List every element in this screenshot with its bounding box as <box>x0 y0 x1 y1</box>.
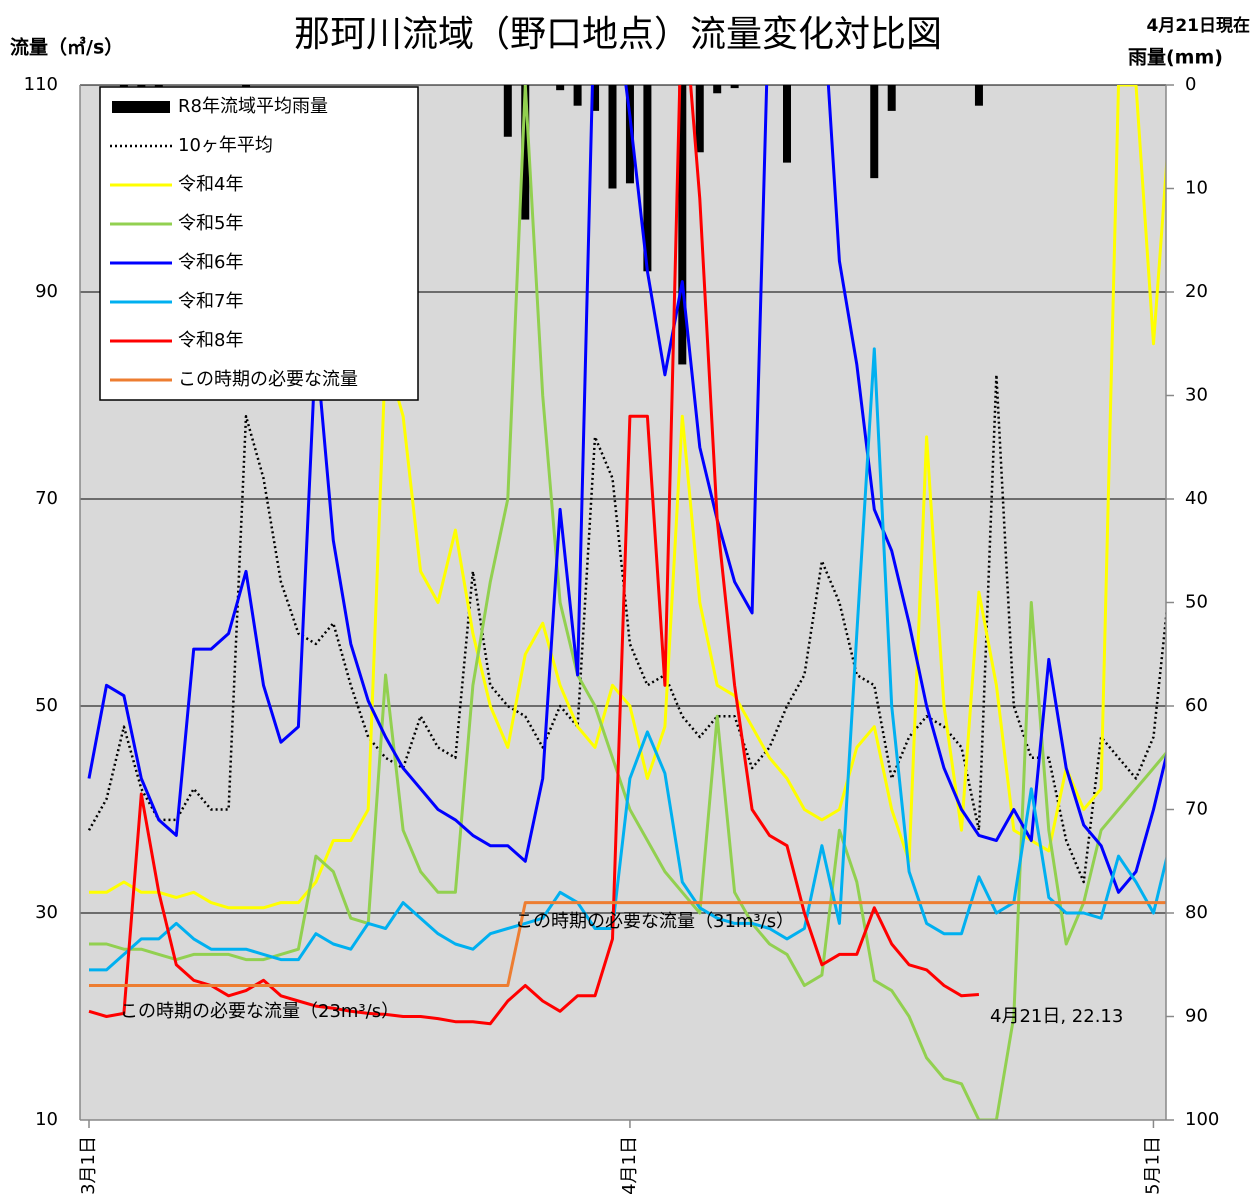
rain-bar <box>625 85 634 184</box>
series-line <box>87 85 1166 894</box>
annotation: この時期の必要な流量（23m³/s） <box>120 1001 399 1022</box>
lines <box>87 85 1166 1120</box>
y2-tick-label: 100 <box>1185 1109 1219 1130</box>
y2-tick-label: 70 <box>1185 799 1208 820</box>
y-tick-label: 50 <box>35 695 58 716</box>
rain-bar <box>591 85 600 111</box>
rain-bar <box>870 85 879 179</box>
y-tick-label: 30 <box>35 902 58 923</box>
legend-label: 令和6年 <box>178 252 243 273</box>
rain-bar <box>556 85 565 91</box>
rain-bar <box>730 85 739 89</box>
legend-swatch <box>112 101 170 113</box>
rain-bar <box>887 85 896 111</box>
legend-label: この時期の必要な流量 <box>178 369 358 390</box>
annotation: 4月21日, 22.13 <box>990 1006 1123 1027</box>
y-tick-label: 70 <box>35 488 58 509</box>
series-line <box>89 901 1166 987</box>
rain-bar <box>608 85 617 189</box>
rain-bar <box>573 85 582 106</box>
legend-label: 10ヶ年平均 <box>178 135 273 156</box>
legend-label: 令和8年 <box>178 330 243 351</box>
rain-bar <box>974 85 983 106</box>
y-tick-label: 90 <box>35 281 58 302</box>
x-tick-label: 5月1日 <box>1142 1136 1163 1195</box>
y2-tick-label: 40 <box>1185 488 1208 509</box>
y2-axis-note: 4月21日現在 <box>1147 15 1251 36</box>
series-line <box>88 85 980 1026</box>
y-tick-label: 110 <box>24 74 58 95</box>
chart-title: 那珂川流域（野口地点）流量変化対比図 <box>294 14 942 55</box>
y-axis-label: 流量（㎥/s） <box>10 36 123 59</box>
rain-bar <box>521 85 530 220</box>
y2-tick-label: 30 <box>1185 385 1208 406</box>
legend-label: 令和4年 <box>178 174 243 195</box>
legend-box <box>99 86 419 401</box>
y2-tick-label: 20 <box>1185 281 1208 302</box>
y2-tick-label: 80 <box>1185 902 1208 923</box>
rain-bar <box>713 85 722 94</box>
rain-bar <box>783 85 791 163</box>
y-tick-label: 10 <box>35 1109 58 1130</box>
y2-tick-label: 0 <box>1185 74 1196 95</box>
series-line <box>89 347 1166 972</box>
series-line <box>89 85 1166 1120</box>
rain-bar <box>643 85 652 272</box>
series-line <box>89 85 1166 910</box>
axes: 10 30 50 70 90 110 0 10 20 30 40 50 60 70 80 90 100 3月1日 4… <box>24 74 1220 1195</box>
legend: R8年流域平均雨量 10ヶ年平均令和4年令和5年令和6年令和7年令和8年この時期の… <box>99 86 419 401</box>
legend-label: 令和5年 <box>178 213 243 234</box>
bars <box>119 85 983 365</box>
annotation: この時期の必要な流量（31m³/s） <box>515 911 794 932</box>
y2-tick-label: 60 <box>1185 695 1208 716</box>
y2-axis-label: 雨量(mm) <box>1128 47 1223 69</box>
series-line <box>87 373 1166 884</box>
y2-tick-label: 50 <box>1185 592 1208 613</box>
rain-bar <box>695 85 704 153</box>
y2-tick-label: 10 <box>1185 178 1208 199</box>
legend-label: 令和7年 <box>178 291 243 312</box>
x-tick-label: 4月1日 <box>619 1136 640 1195</box>
x-tick-label: 3月1日 <box>78 1136 99 1195</box>
rain-bar <box>503 85 512 137</box>
legend-label: R8年流域平均雨量 <box>178 96 328 117</box>
y2-tick-label: 90 <box>1185 1006 1208 1027</box>
rain-bar <box>678 85 687 365</box>
